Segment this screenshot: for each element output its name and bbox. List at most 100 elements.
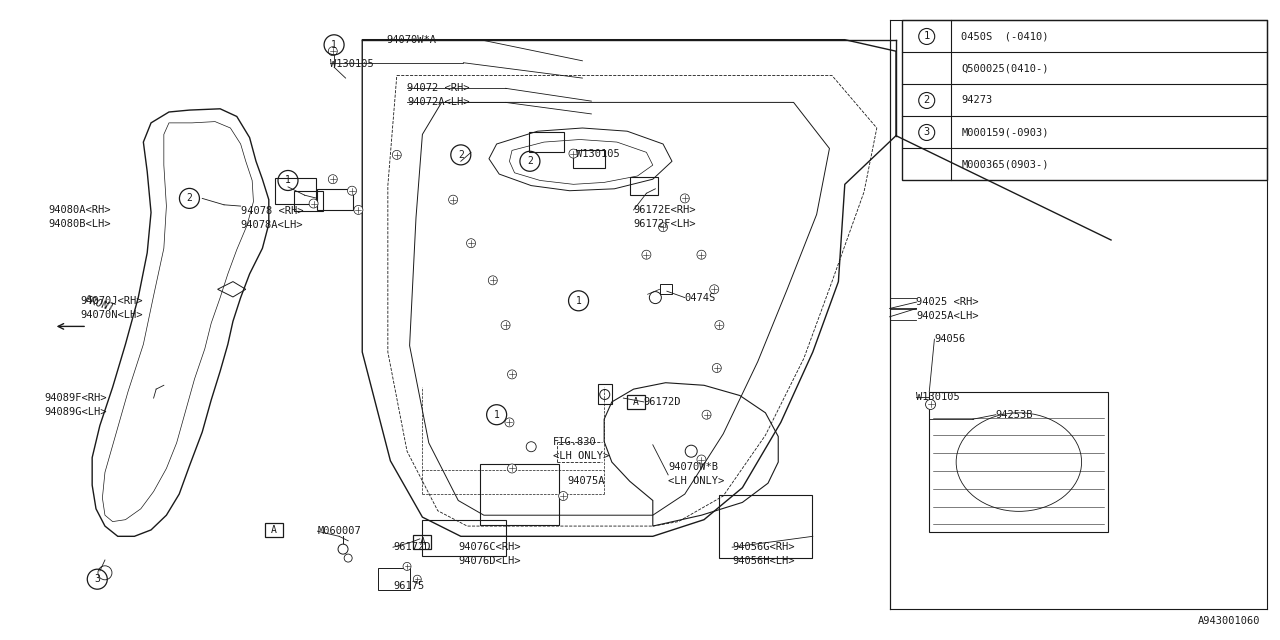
Text: FRONT: FRONT [83, 294, 116, 314]
Circle shape [403, 563, 411, 570]
Text: 96172E<RH>: 96172E<RH> [634, 205, 696, 215]
Circle shape [714, 321, 724, 330]
Text: 1: 1 [924, 31, 929, 42]
Text: 0450S  (-0410): 0450S (-0410) [961, 31, 1048, 42]
Text: 3: 3 [95, 574, 100, 584]
Text: 96172D: 96172D [393, 542, 430, 552]
Bar [413, 535, 431, 549]
Text: A: A [271, 525, 276, 535]
Bar [929, 392, 1108, 532]
Text: W130105: W130105 [576, 148, 620, 159]
Circle shape [328, 47, 338, 56]
Circle shape [507, 464, 517, 473]
Text: 94089G<LH>: 94089G<LH> [45, 407, 108, 417]
Circle shape [466, 239, 476, 248]
Text: A: A [420, 537, 425, 547]
Circle shape [558, 492, 568, 500]
Circle shape [392, 150, 402, 159]
Bar [275, 178, 316, 204]
Circle shape [568, 149, 579, 158]
Text: Q500025(0410-): Q500025(0410-) [961, 63, 1048, 74]
Text: 94056H<LH>: 94056H<LH> [732, 556, 795, 566]
Bar [630, 177, 658, 195]
Bar [378, 568, 410, 590]
Text: 1: 1 [576, 296, 581, 306]
Text: 2: 2 [527, 156, 532, 166]
Text: 94078A<LH>: 94078A<LH> [241, 220, 303, 230]
Text: 94070N<LH>: 94070N<LH> [81, 310, 143, 320]
Text: 94080B<LH>: 94080B<LH> [49, 219, 111, 229]
Bar [627, 395, 645, 409]
Bar [529, 132, 564, 152]
Bar [480, 464, 559, 525]
Circle shape [328, 175, 338, 184]
Text: <LH ONLY>: <LH ONLY> [553, 451, 609, 461]
Text: 94070W*A: 94070W*A [387, 35, 436, 45]
Bar [317, 189, 353, 210]
Text: 94075A: 94075A [567, 476, 604, 486]
Circle shape [712, 364, 722, 372]
Text: 94070J<RH>: 94070J<RH> [81, 296, 143, 306]
Text: 96172D: 96172D [644, 397, 681, 407]
Text: 94056G<RH>: 94056G<RH> [732, 542, 795, 552]
Bar [294, 191, 323, 211]
Circle shape [641, 250, 652, 259]
Circle shape [500, 321, 511, 330]
Text: M060007: M060007 [317, 526, 361, 536]
Text: 1: 1 [332, 40, 337, 50]
Circle shape [308, 199, 319, 208]
Text: 2: 2 [458, 150, 463, 160]
Text: A: A [634, 397, 639, 407]
Circle shape [709, 285, 719, 294]
Text: W130105: W130105 [330, 59, 374, 69]
Text: 94025 <RH>: 94025 <RH> [916, 297, 979, 307]
Text: 94070W*B: 94070W*B [668, 462, 718, 472]
Circle shape [696, 455, 707, 464]
Text: A943001060: A943001060 [1198, 616, 1261, 626]
Text: 94076C<RH>: 94076C<RH> [458, 542, 521, 552]
Bar [719, 495, 812, 558]
Circle shape [696, 250, 707, 259]
Text: 94076D<LH>: 94076D<LH> [458, 556, 521, 566]
Text: 2: 2 [187, 193, 192, 204]
Circle shape [448, 195, 458, 204]
Circle shape [353, 205, 364, 214]
Text: 94273: 94273 [961, 95, 992, 106]
Circle shape [658, 223, 668, 232]
Circle shape [488, 276, 498, 285]
Text: FIG.830: FIG.830 [553, 436, 596, 447]
Text: 94025A<LH>: 94025A<LH> [916, 311, 979, 321]
Text: M000159(-0903): M000159(-0903) [961, 127, 1048, 138]
Bar [659, 284, 672, 294]
Bar [598, 385, 612, 404]
Text: 94253B: 94253B [996, 410, 1033, 420]
Text: 94072 <RH>: 94072 <RH> [407, 83, 470, 93]
Text: 96172F<LH>: 96172F<LH> [634, 219, 696, 229]
Circle shape [347, 186, 357, 195]
Text: 94080A<RH>: 94080A<RH> [49, 205, 111, 215]
Circle shape [413, 575, 421, 583]
Text: 3: 3 [924, 127, 929, 138]
Circle shape [338, 544, 348, 554]
Text: W130105: W130105 [916, 392, 960, 402]
Circle shape [701, 410, 712, 419]
Circle shape [504, 418, 515, 427]
Text: 96175: 96175 [393, 580, 424, 591]
Text: 2: 2 [924, 95, 929, 106]
Circle shape [680, 194, 690, 203]
Bar [902, 20, 1267, 180]
Text: 94072A<LH>: 94072A<LH> [407, 97, 470, 108]
Text: 1: 1 [494, 410, 499, 420]
Text: 94089F<RH>: 94089F<RH> [45, 393, 108, 403]
Circle shape [925, 399, 936, 410]
Bar [573, 150, 605, 168]
Bar [422, 520, 506, 556]
Bar [265, 523, 283, 537]
Text: 0474S: 0474S [685, 292, 716, 303]
Text: 1: 1 [285, 175, 291, 186]
Text: <LH ONLY>: <LH ONLY> [668, 476, 724, 486]
Text: M000365(0903-): M000365(0903-) [961, 159, 1048, 170]
Text: 94078 <RH>: 94078 <RH> [241, 206, 303, 216]
Text: 94056: 94056 [934, 334, 965, 344]
Circle shape [507, 370, 517, 379]
